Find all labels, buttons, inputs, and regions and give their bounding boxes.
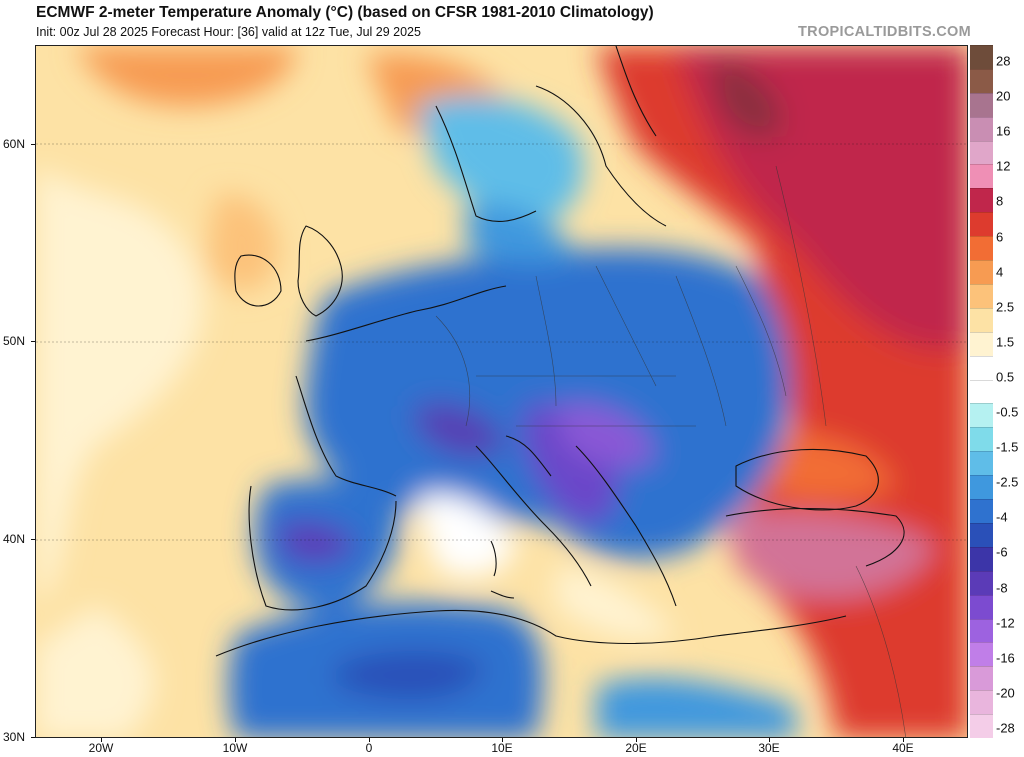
colorbar-segment bbox=[970, 427, 993, 452]
latitude-label: 30N bbox=[3, 730, 26, 744]
colorbar-label: -2.5 bbox=[996, 474, 1019, 490]
latitude-tick bbox=[31, 144, 35, 145]
colorbar-label: 0.5 bbox=[996, 369, 1015, 385]
longitude-tick bbox=[101, 738, 102, 742]
colorbar-segment bbox=[970, 379, 993, 404]
longitude-tick bbox=[235, 738, 236, 742]
borders bbox=[435, 165, 907, 737]
chart-title: ECMWF 2-meter Temperature Anomaly (°C) (… bbox=[36, 4, 654, 21]
colorbar: 28 20 16 12 8 6 4 2.5 1.5 0.5 -0.5 -1.5 -2.5 -4 -6 -8 -1… bbox=[970, 45, 1024, 739]
longitude-label: 30E bbox=[758, 741, 780, 755]
colorbar-segment bbox=[970, 283, 993, 309]
latitude-tick bbox=[31, 539, 35, 540]
longitude-tick bbox=[769, 738, 770, 742]
colorbar-label: -8 bbox=[996, 580, 1008, 595]
colorbar-label: 16 bbox=[996, 123, 1011, 139]
colorbar-label: -28 bbox=[996, 720, 1015, 736]
colorbar-segment bbox=[970, 355, 993, 381]
colorbar-segment bbox=[970, 307, 993, 333]
colorbar-segment bbox=[970, 260, 993, 285]
latitude-label: 50N bbox=[3, 334, 26, 348]
colorbar-label: -1.5 bbox=[996, 439, 1019, 455]
longitude-tick bbox=[903, 738, 904, 742]
colorbar-segment bbox=[970, 140, 993, 165]
latitude-label: 40N bbox=[3, 532, 26, 546]
colorbar-segment bbox=[970, 714, 993, 739]
colorbar-label: 8 bbox=[996, 193, 1004, 209]
colorbar-label: -16 bbox=[996, 650, 1015, 666]
colorbar-label: 4 bbox=[996, 264, 1004, 280]
colorbar-segment bbox=[970, 690, 993, 715]
latitude-tick bbox=[31, 341, 35, 342]
chart-subtitle: Init: 00z Jul 28 2025 Forecast Hour: [36… bbox=[36, 25, 421, 39]
colorbar-segment bbox=[970, 188, 993, 213]
colorbar-segment bbox=[970, 546, 993, 572]
longitude-tick bbox=[502, 738, 503, 742]
colorbar-label: -6 bbox=[996, 544, 1008, 560]
longitude-tick bbox=[369, 738, 370, 742]
colorbar-segment bbox=[970, 116, 993, 142]
longitude-label: 10E bbox=[491, 741, 513, 755]
longitude-label: 10W bbox=[222, 741, 248, 755]
colorbar-label: 2.5 bbox=[996, 299, 1015, 315]
longitude-label: 40E bbox=[892, 741, 914, 755]
longitude-tick bbox=[636, 738, 637, 742]
colorbar-segment bbox=[970, 618, 993, 643]
colorbar-label: -0.5 bbox=[996, 404, 1019, 420]
colorbar-segment bbox=[970, 666, 993, 691]
colorbar-label: -20 bbox=[996, 685, 1015, 701]
colorbar-segment bbox=[970, 45, 993, 70]
anomaly-map-svg bbox=[36, 46, 967, 737]
longitude-label: 0 bbox=[365, 741, 373, 755]
colorbar-segment bbox=[970, 642, 993, 667]
colorbar-label: 6 bbox=[996, 229, 1004, 244]
latitude-label: 60N bbox=[3, 137, 26, 151]
colorbar-segment bbox=[970, 164, 993, 189]
colorbar-segment bbox=[970, 594, 993, 619]
colorbar-label: 28 bbox=[996, 53, 1011, 69]
colorbar-segment bbox=[970, 499, 993, 524]
longitude-label: 20W bbox=[88, 741, 114, 755]
anomaly-map bbox=[35, 45, 968, 738]
colorbar-label: 1.5 bbox=[996, 334, 1015, 350]
colorbar-segment bbox=[970, 570, 993, 596]
site-credit: TROPICALTIDBITS.COM bbox=[798, 24, 971, 40]
longitude-label: 20E bbox=[625, 741, 647, 755]
colorbar-segment bbox=[970, 331, 993, 357]
coastlines bbox=[215, 46, 905, 657]
colorbar-segment bbox=[970, 475, 993, 500]
colorbar-segment bbox=[970, 451, 993, 476]
colorbar-segment bbox=[970, 68, 993, 94]
graticule bbox=[36, 143, 967, 541]
latitude-tick bbox=[31, 737, 35, 738]
colorbar-label: -12 bbox=[996, 615, 1015, 631]
colorbar-label: 12 bbox=[996, 158, 1011, 174]
colorbar-segment bbox=[970, 92, 993, 118]
colorbar-segment bbox=[970, 236, 993, 261]
colorbar-segment bbox=[970, 212, 993, 237]
colorbar-segment bbox=[970, 403, 993, 428]
colorbar-segment bbox=[970, 522, 993, 548]
colorbar-label: 20 bbox=[996, 88, 1011, 104]
colorbar-label: -4 bbox=[996, 509, 1008, 525]
